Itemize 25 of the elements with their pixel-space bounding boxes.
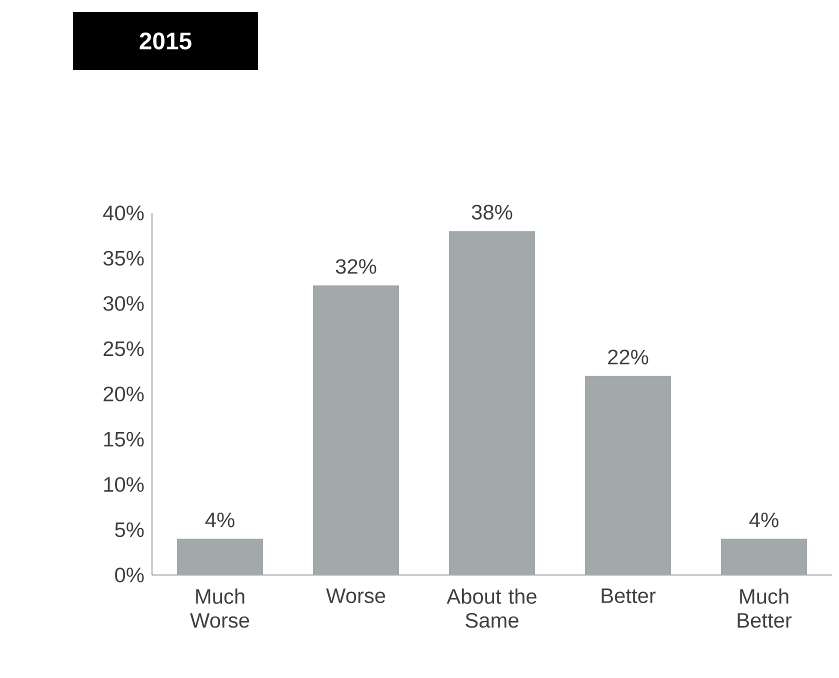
y-tick-label: 35%	[103, 250, 144, 266]
x-tick-label: Much Worse	[190, 588, 250, 628]
y-tick-label: 0%	[115, 568, 144, 582]
y-tick-label: 30%	[103, 296, 144, 311]
x-tick-label: Better	[602, 588, 656, 604]
bar	[177, 538, 264, 575]
y-tick-label: 10%	[104, 477, 144, 492]
x-tick-label: About the Same	[446, 588, 536, 628]
data-label: 4%	[205, 512, 234, 528]
chart-title: 2015	[140, 32, 192, 50]
y-tick-label: 15%	[104, 432, 144, 447]
data-label: 22%	[608, 350, 648, 364]
bar	[449, 231, 536, 575]
bar	[313, 285, 400, 575]
bar	[585, 376, 672, 575]
y-tick-label: 5%	[115, 522, 144, 538]
x-tick-label: Much Better	[738, 588, 792, 628]
y-tick-label: 20%	[104, 386, 144, 402]
x-tick-label: Worse	[326, 588, 386, 604]
data-label: 4%	[749, 512, 778, 528]
data-label: 32%	[336, 259, 376, 274]
data-label: 38%	[472, 204, 512, 220]
bar	[721, 538, 808, 575]
y-tick-label: 25%	[104, 341, 144, 356]
y-tick-label: 40%	[103, 206, 144, 220]
